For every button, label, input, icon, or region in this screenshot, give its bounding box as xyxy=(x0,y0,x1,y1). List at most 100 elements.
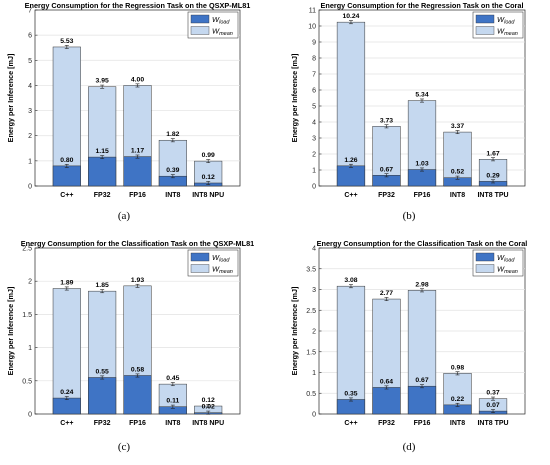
data-label-load: 0.55 xyxy=(96,368,109,375)
y-tick-label: 0 xyxy=(28,184,32,191)
x-tick-label: C++ xyxy=(344,420,357,427)
data-label-mean: 1.85 xyxy=(96,282,109,289)
data-label-load: 1.03 xyxy=(415,161,428,168)
legend-load-swatch xyxy=(475,252,495,262)
y-tick-label: 2.5 xyxy=(22,246,32,253)
caption-b: (b) xyxy=(402,210,416,222)
data-label-mean: 4.00 xyxy=(131,76,144,83)
legend-mean-swatch xyxy=(475,26,495,35)
data-label-mean: 2.77 xyxy=(380,290,393,297)
chart-title: Energy Consumption for the Regression Ta… xyxy=(25,1,251,10)
data-label-load: 0.22 xyxy=(451,396,464,403)
bar-load-fp32 xyxy=(372,387,401,415)
data-label-load: 0.39 xyxy=(166,167,179,174)
bar-load-c- xyxy=(336,399,366,415)
bar-load-c- xyxy=(52,397,81,415)
data-label-load: 0.80 xyxy=(60,157,73,164)
data-label-load: 0.07 xyxy=(486,402,499,409)
bar-load-fp16 xyxy=(407,169,437,187)
x-tick-label: INT8 xyxy=(450,192,465,199)
y-tick-label: 9 xyxy=(312,40,316,47)
data-label-mean: 0.12 xyxy=(202,397,215,404)
legend-mean-swatch xyxy=(190,26,210,35)
x-tick-label: FP16 xyxy=(414,420,431,427)
y-tick-label: 1 xyxy=(312,370,316,377)
data-label-mean: 3.95 xyxy=(96,78,109,85)
legend-load-swatch xyxy=(475,14,495,24)
y-tick-label: 1 xyxy=(312,168,316,175)
y-tick-label: 5 xyxy=(312,104,316,111)
y-tick-label: 0 xyxy=(28,412,32,419)
chart-panel-b: Energy Consumption for the Regression Ta… xyxy=(275,0,550,235)
data-label-mean: 10.24 xyxy=(342,13,359,20)
x-tick-label: FP16 xyxy=(129,420,146,427)
y-tick-label: 11 xyxy=(309,8,316,15)
y-tick-label: 4 xyxy=(312,120,316,127)
bar-load-c- xyxy=(336,165,366,187)
x-tick-label: C++ xyxy=(60,420,73,427)
x-tick-label: INT8 NPU xyxy=(192,420,224,427)
legend-load-label: Wload xyxy=(497,253,515,264)
x-tick-label: FP32 xyxy=(94,420,111,427)
y-tick-label: 0.5 xyxy=(22,378,32,385)
y-tick-label: 1.5 xyxy=(22,312,32,319)
data-label-mean: 3.08 xyxy=(344,277,357,284)
x-tick-label: INT8 xyxy=(165,192,180,199)
x-tick-label: INT8 TPU xyxy=(477,192,508,199)
y-tick-label: 0 xyxy=(312,412,316,419)
bar-load-fp16 xyxy=(123,156,152,187)
x-tick-label: C++ xyxy=(60,192,73,199)
legend-load-label: Wload xyxy=(212,253,230,264)
data-label-load: 1.17 xyxy=(131,148,144,155)
legend-load-swatch xyxy=(190,252,210,262)
chart-c: Energy Consumption for the Classificatio… xyxy=(6,239,254,427)
x-tick-label: INT8 NPU xyxy=(192,192,224,199)
y-tick-label: 2 xyxy=(28,133,32,140)
bar-load-fp16 xyxy=(123,375,152,415)
y-tick-label: 3.5 xyxy=(306,266,316,273)
x-tick-label: FP32 xyxy=(94,192,111,199)
bar-load-c- xyxy=(52,165,81,187)
y-tick-label: 7 xyxy=(312,72,316,79)
data-label-mean: 0.98 xyxy=(451,364,464,371)
x-tick-label: C++ xyxy=(344,192,357,199)
data-label-mean: 5.53 xyxy=(60,38,73,45)
y-tick-label: 2 xyxy=(28,279,32,286)
y-tick-label: 6 xyxy=(312,88,316,95)
y-axis-label: Energy per Inference [mJ] xyxy=(6,287,15,376)
chart-d: Energy Consumption for the Classificatio… xyxy=(290,239,527,427)
legend-mean-swatch xyxy=(190,264,210,273)
caption-c: (c) xyxy=(117,441,131,453)
data-label-load: 0.64 xyxy=(380,378,393,385)
y-axis-label: Energy per Inference [mJ] xyxy=(6,54,15,143)
y-tick-label: 7 xyxy=(28,8,32,15)
y-tick-label: 2 xyxy=(312,152,316,159)
data-label-load: 0.02 xyxy=(202,404,215,411)
chart-title: Energy Consumption for the Regression Ta… xyxy=(321,1,524,10)
data-label-mean: 0.99 xyxy=(202,152,215,159)
y-tick-label: 0.5 xyxy=(306,391,316,398)
data-label-load: 0.67 xyxy=(415,377,428,384)
y-tick-label: 10 xyxy=(308,24,316,31)
data-label-load: 0.12 xyxy=(202,174,215,181)
chart-panel-c: Energy Consumption for the Classificatio… xyxy=(0,230,275,465)
chart-panel-d: Energy Consumption for the Classificatio… xyxy=(275,230,550,465)
data-label-load: 0.29 xyxy=(486,172,499,179)
y-tick-label: 3 xyxy=(28,108,32,115)
data-label-load: 0.11 xyxy=(166,398,179,405)
data-label-mean: 0.37 xyxy=(486,390,499,397)
bar-load-fp32 xyxy=(88,156,117,187)
y-tick-label: 4 xyxy=(312,246,316,253)
data-label-load: 0.24 xyxy=(60,389,73,396)
chart-title: Energy Consumption for the Classificatio… xyxy=(21,239,254,248)
data-label-load: 1.15 xyxy=(96,148,109,155)
data-label-mean: 3.37 xyxy=(451,123,464,130)
data-label-mean: 1.82 xyxy=(166,131,179,138)
y-tick-label: 1.5 xyxy=(306,349,316,356)
data-label-mean: 1.89 xyxy=(60,280,73,287)
x-tick-label: FP32 xyxy=(378,420,395,427)
bar-load-fp32 xyxy=(88,377,117,415)
